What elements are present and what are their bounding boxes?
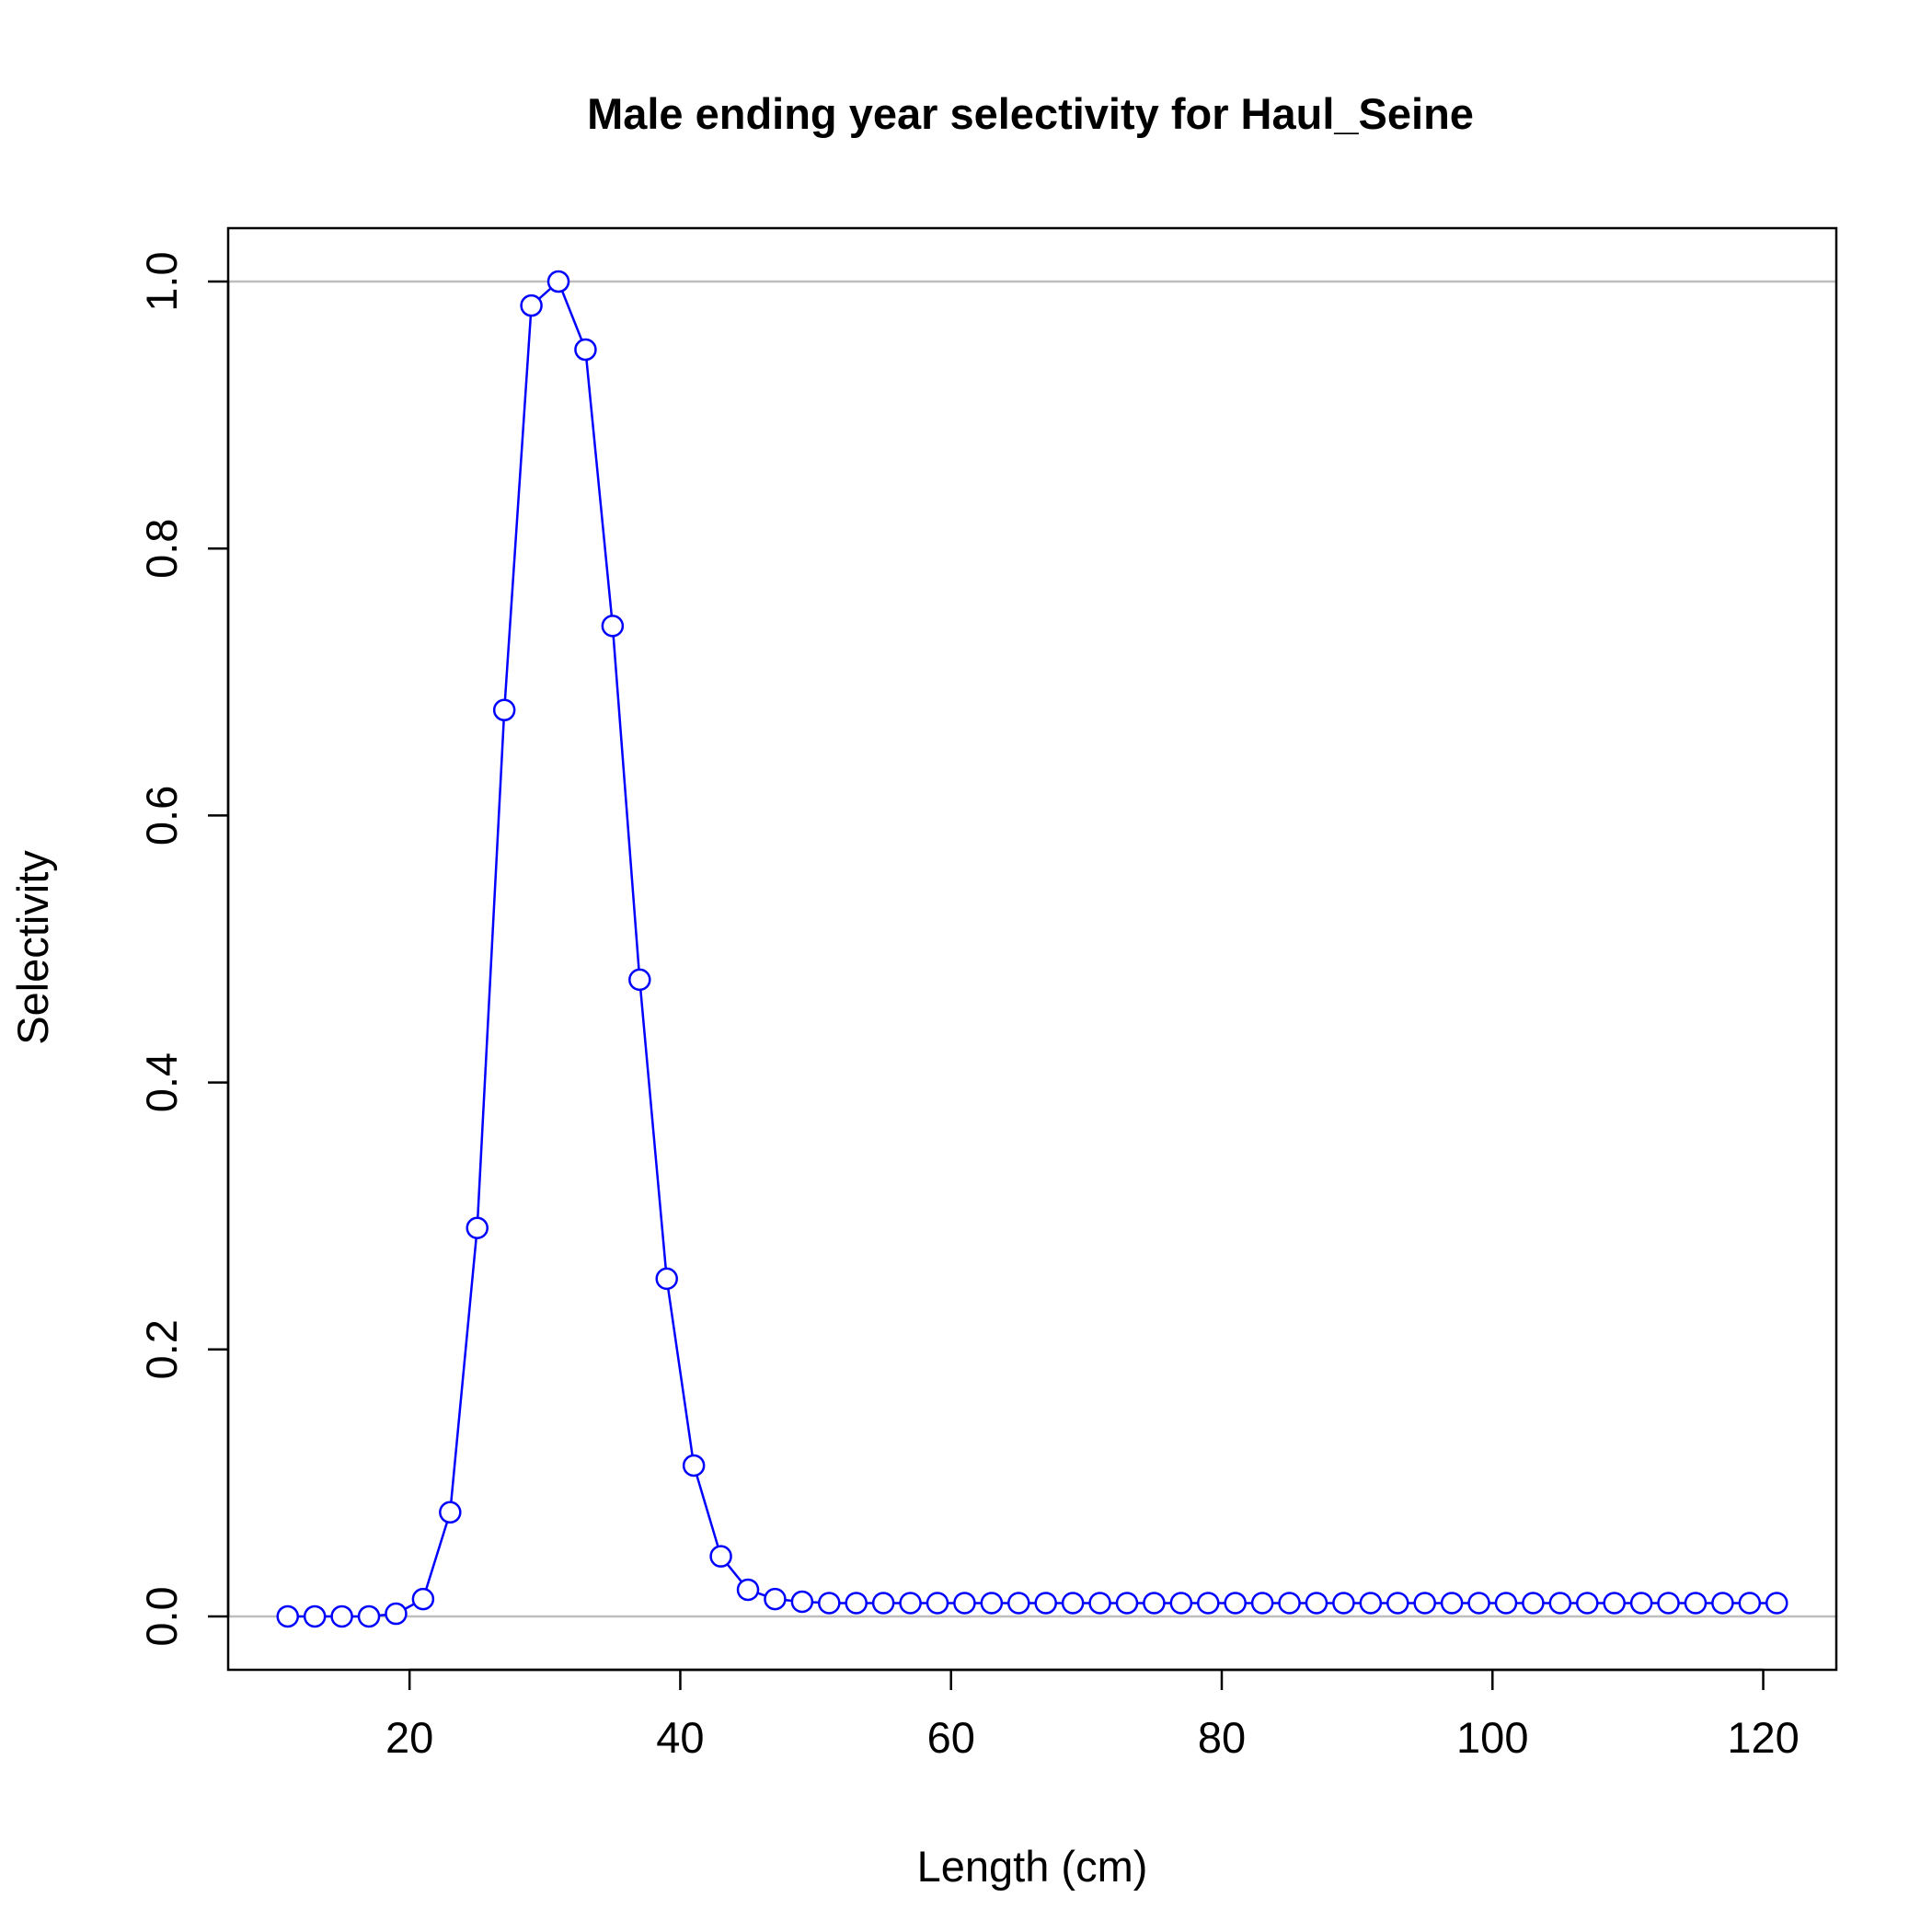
data-point: [546, 270, 570, 293]
data-point: [953, 1592, 976, 1615]
data-point: [1548, 1592, 1572, 1615]
data-point: [466, 1216, 489, 1239]
data-point: [411, 1587, 435, 1611]
data-point: [628, 968, 651, 992]
data-point: [709, 1545, 732, 1568]
data-point: [385, 1602, 408, 1626]
data-point: [1359, 1592, 1383, 1615]
data-point: [845, 1592, 868, 1615]
data-point: [899, 1592, 922, 1615]
y-tick-label: 0.2: [137, 1319, 186, 1379]
data-point: [1224, 1592, 1247, 1615]
data-point: [1467, 1592, 1490, 1615]
data-point: [1061, 1592, 1085, 1615]
data-point: [439, 1501, 462, 1524]
data-point: [276, 1604, 299, 1628]
data-point: [790, 1590, 814, 1614]
data-point: [1197, 1592, 1220, 1615]
data-point: [1169, 1592, 1193, 1615]
data-point: [1413, 1592, 1436, 1615]
data-point: [1765, 1592, 1788, 1615]
data-point: [1576, 1592, 1599, 1615]
data-point: [1738, 1592, 1762, 1615]
data-point: [1007, 1592, 1030, 1615]
data-point: [1522, 1592, 1545, 1615]
data-point: [980, 1592, 1004, 1615]
x-tick-label: 120: [1727, 1713, 1799, 1762]
data-point: [492, 698, 516, 722]
y-tick-label: 0.6: [137, 786, 186, 845]
data-point: [1332, 1592, 1355, 1615]
y-tick-label: 0.0: [137, 1586, 186, 1646]
data-point: [655, 1267, 678, 1291]
data-point: [1684, 1592, 1708, 1615]
data-point: [1386, 1592, 1409, 1615]
data-point: [330, 1604, 353, 1628]
data-point: [818, 1592, 841, 1615]
y-tick-label: 0.4: [137, 1052, 186, 1112]
data-point: [574, 338, 597, 362]
series-layer: [276, 270, 1788, 1628]
data-point: [736, 1578, 760, 1602]
chart-title: Male ending year selectivity for Haul_Se…: [587, 89, 1474, 138]
data-point: [1034, 1592, 1057, 1615]
data-point: [520, 293, 543, 317]
data-point: [871, 1592, 895, 1615]
data-point: [357, 1604, 381, 1628]
data-point: [303, 1604, 327, 1628]
plot-frame: [226, 226, 1838, 1672]
data-point: [1088, 1592, 1111, 1615]
data-point: [1143, 1592, 1166, 1615]
data-point: [1494, 1592, 1518, 1615]
data-point: [1603, 1592, 1626, 1615]
x-axis: 20 40 60 80 100 120: [385, 1668, 1800, 1762]
y-tick-label: 0.8: [137, 519, 186, 579]
data-point: [1278, 1592, 1301, 1615]
data-point: [601, 615, 625, 638]
x-tick-label: 60: [927, 1713, 975, 1762]
x-tick-label: 100: [1456, 1713, 1528, 1762]
y-tick-label: 1.0: [137, 251, 186, 311]
data-point: [1657, 1592, 1680, 1615]
x-tick-label: 20: [385, 1713, 433, 1762]
data-point: [1115, 1592, 1139, 1615]
data-point: [682, 1454, 706, 1478]
y-axis-label: Selectivity: [8, 850, 57, 1045]
data-point: [1440, 1592, 1464, 1615]
data-point: [926, 1592, 949, 1615]
data-point: [1629, 1592, 1653, 1615]
x-axis-label: Length (cm): [917, 1842, 1148, 1891]
data-point: [1711, 1592, 1734, 1615]
x-tick-label: 40: [656, 1713, 704, 1762]
x-tick-label: 80: [1198, 1713, 1246, 1762]
y-axis: 0.0 0.2 0.4 0.6 0.8 1.0: [137, 251, 230, 1647]
reference-lines: [228, 280, 1836, 1618]
series-line-0: [287, 279, 1777, 1618]
data-point: [764, 1587, 787, 1611]
data-point: [1250, 1592, 1274, 1615]
data-point: [1305, 1592, 1328, 1615]
